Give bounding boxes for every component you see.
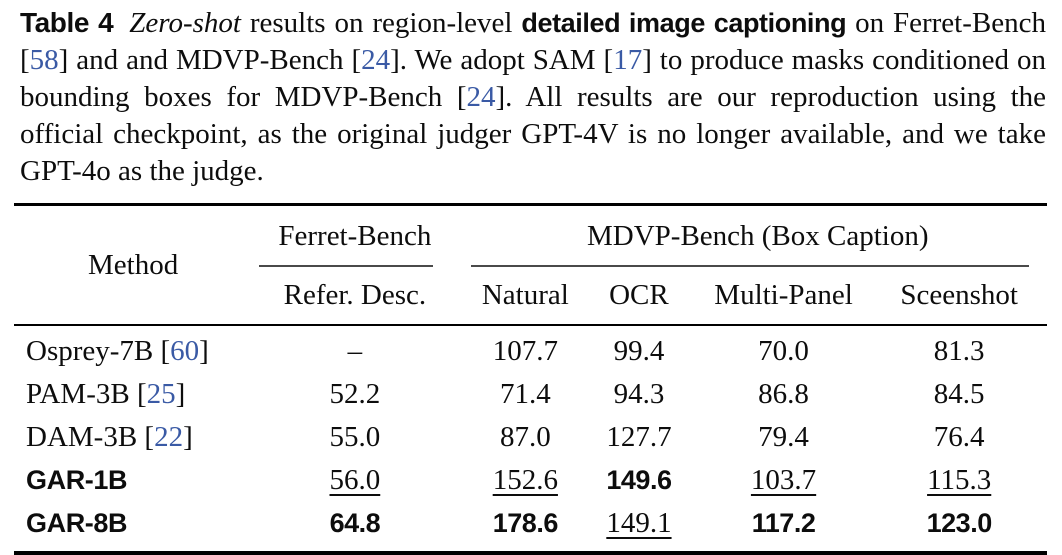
value-cell: 107.7 — [492, 335, 558, 367]
column-header-sceenshot: Sceenshot — [871, 267, 1047, 326]
table-row: PAM-3B [25] 52.2 71.4 94.3 86.8 84.5 — [14, 373, 1047, 416]
value-cell: 115.3 — [927, 464, 992, 496]
method-cell: DAM-3B [22] — [14, 416, 241, 459]
value-cell: 79.4 — [758, 421, 809, 453]
value-cell: 149.1 — [606, 507, 672, 539]
column-header-multi-panel: Multi-Panel — [695, 267, 872, 326]
text-segment: ] — [199, 335, 209, 367]
value-cell: 52.2 — [329, 378, 381, 410]
table-row: GAR-1B 56.0 152.6 149.6 103.7 115.3 — [14, 459, 1047, 502]
text-segment: Osprey-7B [ — [26, 335, 171, 367]
value-cell: 127.7 — [606, 421, 672, 453]
results-table-container: Method Ferret-Bench MDVP-Bench (Box Capt… — [14, 203, 1047, 555]
group-underline-rule — [259, 265, 433, 267]
text-segment: ] and and MDVP-Bench [ — [58, 44, 362, 76]
text-segment: detailed image captioning — [521, 8, 847, 38]
column-group-mdvp-bench: MDVP-Bench (Box Caption) — [469, 205, 1048, 267]
citation-link[interactable]: 24 — [361, 44, 391, 76]
results-table: Method Ferret-Bench MDVP-Bench (Box Capt… — [14, 203, 1047, 555]
value-cell: 76.4 — [933, 421, 985, 453]
text-segment: ] — [183, 421, 193, 453]
value-cell: 71.4 — [499, 378, 551, 410]
text-segment: results on region-level — [240, 7, 522, 39]
citation-link[interactable]: 60 — [170, 335, 200, 367]
text-segment: GAR-1B — [26, 465, 128, 495]
value-cell: 64.8 — [329, 508, 381, 538]
table-caption: Table 4 Zero-shot results on region-level… — [20, 4, 1046, 190]
value-cell: 149.6 — [606, 465, 672, 495]
header-group-row: Method Ferret-Bench MDVP-Bench (Box Capt… — [14, 204, 1048, 326]
table-row: DAM-3B [22] 55.0 87.0 127.7 79.4 76.4 — [14, 416, 1047, 459]
text-segment: on Ferret-Bench [ — [20, 7, 1046, 76]
value-cell: – — [347, 335, 363, 367]
text-segment: DAM-3B [ — [26, 421, 155, 453]
column-group-ferret-bench: Ferret-Bench — [241, 205, 468, 267]
value-cell: 123.0 — [926, 508, 993, 538]
text-segment: ] — [175, 378, 186, 410]
group-underline-rule — [470, 265, 1029, 267]
column-header-method: Method — [14, 204, 242, 326]
table-row: GAR-8B 64.8 178.6 149.1 117.2 123.0 — [14, 502, 1047, 553]
value-cell: 81.3 — [933, 335, 985, 367]
citation-link[interactable]: 17 — [613, 44, 643, 76]
value-cell: 103.7 — [750, 464, 817, 496]
value-cell: 99.4 — [613, 335, 665, 367]
text-segment: Zero-shot — [129, 7, 241, 39]
citation-link[interactable]: 22 — [154, 421, 184, 453]
table-row: Osprey-7B [60] – 107.7 99.4 70.0 81.3 — [14, 325, 1047, 373]
value-cell: 70.0 — [758, 335, 809, 367]
method-cell: Osprey-7B [60] — [14, 325, 241, 373]
text-segment: ]. We adopt SAM [ — [390, 44, 614, 76]
text-segment: ]. All results are our reproduction usin… — [20, 81, 1046, 187]
value-cell: 86.8 — [758, 378, 809, 410]
column-header-natural: Natural — [468, 267, 583, 326]
method-cell: GAR-8B — [14, 502, 241, 553]
header-sub-row: Refer. Desc. Natural OCR Multi-Panel Sce… — [14, 267, 1047, 326]
group-label: MDVP-Bench (Box Caption) — [586, 220, 929, 252]
text-segment: GAR-8B — [26, 508, 128, 538]
method-cell: PAM-3B [25] — [14, 373, 241, 416]
value-cell: 84.5 — [933, 378, 985, 410]
value-cell: 94.3 — [613, 378, 665, 410]
citation-link[interactable]: 58 — [29, 44, 59, 76]
value-cell: 87.0 — [499, 421, 551, 453]
value-cell: 117.2 — [751, 508, 816, 538]
table-body: Osprey-7B [60] – 107.7 99.4 70.0 81.3 PAM-3B [… — [14, 325, 1047, 553]
group-label: Ferret-Bench — [278, 220, 432, 252]
value-cell: 56.0 — [329, 464, 381, 496]
citation-link[interactable]: 24 — [466, 81, 496, 113]
text-segment: PAM-3B [ — [26, 378, 147, 410]
text-segment: ] to produce masks conditioned on boundi… — [20, 44, 1047, 113]
column-header-ocr: OCR — [582, 267, 696, 326]
value-cell: 178.6 — [492, 508, 559, 538]
column-header-refer-desc: Refer. Desc. — [241, 267, 469, 326]
value-cell: 152.6 — [492, 464, 558, 496]
citation-link[interactable]: 25 — [146, 378, 176, 410]
method-cell: GAR-1B — [14, 459, 241, 502]
value-cell: 55.0 — [329, 421, 381, 453]
text-segment: Table 4 — [20, 7, 114, 38]
